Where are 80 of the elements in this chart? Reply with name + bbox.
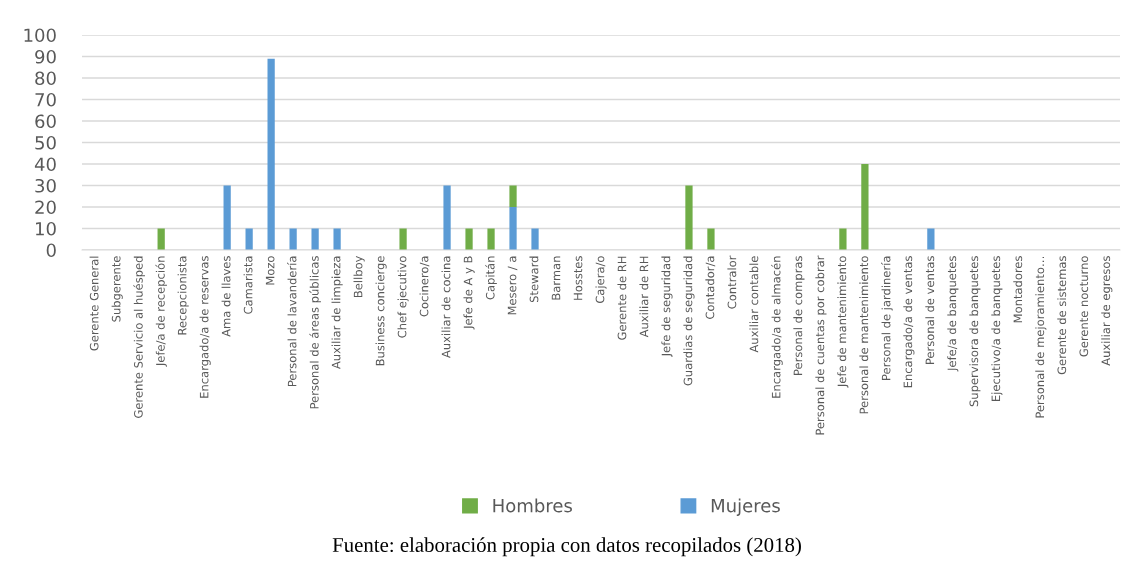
y-tick-label: 10 <box>36 221 56 236</box>
bar <box>443 185 451 250</box>
bar <box>333 228 341 250</box>
bar <box>927 228 935 250</box>
x-tick-label: Subgerente <box>111 256 123 322</box>
y-tick-label: 40 <box>34 157 56 172</box>
x-tick-label: Mozo <box>265 256 275 285</box>
x-tick-label: Auxiliar de egresos <box>1101 256 1113 366</box>
x-tick-label: Hosstes <box>573 256 583 300</box>
bar <box>509 185 517 207</box>
bar <box>465 228 473 250</box>
x-tick-label: Personal de compras <box>793 256 805 375</box>
bar <box>245 228 253 250</box>
bar <box>509 207 517 250</box>
x-tick-label: Montadores <box>1013 256 1023 323</box>
x-tick-label: Capitán <box>485 256 497 300</box>
bar <box>685 185 693 250</box>
x-tick-label: Personal de ventas <box>925 256 935 364</box>
bar <box>861 164 869 250</box>
x-tick-label: Personal de mejoramiento… <box>1035 256 1047 418</box>
x-tick-label: Ejecutivo/a de banquetes <box>991 256 1003 401</box>
bar <box>223 185 231 250</box>
x-tick-label: Jefe de A y B <box>463 256 475 330</box>
x-tick-label: Personal de cuentas por cobrar <box>815 255 827 435</box>
x-tick-label: Contralor <box>727 255 737 309</box>
x-tick-label: Auxiliar de RH <box>639 256 649 338</box>
x-tick-label: Personal de jardinería <box>881 256 893 380</box>
x-tick-label: Business concierge <box>375 256 387 366</box>
bar <box>531 228 539 250</box>
x-tick-label: Jefe de seguridad <box>661 256 673 357</box>
x-tick-label: Gerente Servicio al huésped <box>133 256 145 418</box>
x-tick-label: Contador/a <box>705 256 716 319</box>
x-tick-label: Chef ejecutivo <box>397 256 409 338</box>
bar <box>157 228 165 250</box>
source-note: Fuente: elaboración propia con datos recopilados (2018) <box>332 537 801 557</box>
x-tick-label: Personal de lavandería <box>287 256 297 387</box>
x-tick-label: Recepcionista <box>177 256 189 335</box>
x-tick-label: Personal de mantenimiento <box>859 256 869 414</box>
x-tick-label: Jefe/a de banquetes <box>947 256 959 372</box>
x-tick-label: Gerente de RH <box>617 256 627 340</box>
legend-label: Mujeres <box>711 498 780 516</box>
bar <box>289 228 297 250</box>
bar <box>311 228 319 250</box>
bar <box>267 58 275 250</box>
y-tick-label: 80 <box>35 71 56 86</box>
x-tick-label: Supervisora de banquetes <box>969 256 981 407</box>
x-tick-label: Cajera/o <box>595 256 607 304</box>
x-tick-label: Mesero / a <box>507 256 518 315</box>
y-tick-label: 50 <box>35 135 56 150</box>
y-tick-label: 60 <box>35 114 56 129</box>
x-tick-label: Bellboy <box>353 255 365 298</box>
x-tick-label: Steward <box>529 256 539 303</box>
y-tick-label: 100 <box>24 28 56 43</box>
x-tick-label: Gerente General <box>89 256 99 351</box>
x-tick-label: Auxiliar de limpieza <box>331 256 343 369</box>
x-tick-label: Encargado/a de reservas <box>199 256 211 398</box>
x-tick-label: Jefe/a de recepción <box>155 256 167 367</box>
x-tick-label: Encargado/a de almacén <box>771 256 783 398</box>
x-tick-label: Jefe de mantenimiento <box>837 256 849 388</box>
legend-label: Hombres <box>493 498 572 513</box>
x-tick-label: Barman <box>551 256 561 300</box>
y-tick-label: 70 <box>35 92 56 107</box>
bar <box>839 228 847 250</box>
x-tick-label: Encargado/a de ventas <box>903 256 915 388</box>
y-tick-label: 90 <box>35 49 56 64</box>
y-tick-label: 30 <box>35 178 56 193</box>
y-tick-label: 20 <box>35 200 56 215</box>
x-tick-label: Guardias de seguridad <box>683 256 695 386</box>
x-tick-label: Personal de áreas públicas <box>309 256 321 409</box>
x-tick-label: Auxiliar de cocina <box>441 256 451 358</box>
x-tick-label: Gerente nocturno <box>1079 256 1089 357</box>
bar <box>487 228 495 250</box>
bar <box>399 228 407 250</box>
x-tick-label: Ama de llaves <box>221 256 231 337</box>
x-tick-label: Auxiliar contable <box>749 256 759 353</box>
bar <box>707 228 715 250</box>
x-tick-label: Gerente de sistemas <box>1057 256 1067 375</box>
y-tick-label: 0 <box>46 243 56 258</box>
x-tick-label: Cocinero/a <box>419 256 430 317</box>
x-tick-label: Camarista <box>243 256 253 314</box>
